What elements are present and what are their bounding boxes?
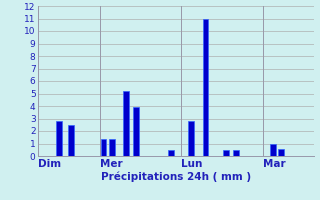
Bar xyxy=(278,149,284,156)
Bar xyxy=(68,125,74,156)
Bar xyxy=(123,91,129,156)
Bar xyxy=(109,139,115,156)
Bar xyxy=(233,150,239,156)
Bar xyxy=(203,19,208,156)
Bar xyxy=(133,107,139,156)
Bar xyxy=(270,144,276,156)
Bar xyxy=(223,150,229,156)
Bar xyxy=(168,150,174,156)
Bar xyxy=(188,121,194,156)
Bar xyxy=(56,121,62,156)
Bar xyxy=(101,138,107,156)
X-axis label: Précipitations 24h ( mm ): Précipitations 24h ( mm ) xyxy=(101,172,251,182)
